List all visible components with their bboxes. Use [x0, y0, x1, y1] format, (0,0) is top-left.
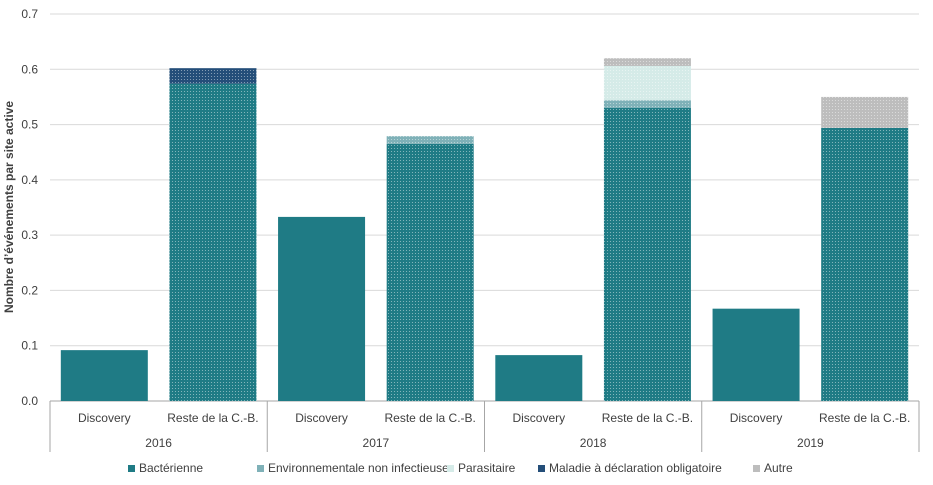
bar-segment [603, 100, 691, 108]
x-category-label: Reste de la C.-B. [167, 411, 258, 425]
bar-segment [169, 83, 257, 401]
bar-segment [169, 68, 257, 84]
bars [60, 58, 909, 401]
x-group-label: 2017 [363, 436, 390, 450]
bar-segment [712, 308, 800, 401]
legend-item: Environnementale non infectieuse [257, 461, 449, 475]
legend-swatch [753, 465, 760, 472]
legend-item: Maladie à déclaration obligatoire [538, 461, 722, 475]
x-axis: Discovery Reste de la C.-B. 2016 Discovery R… [49, 401, 920, 452]
legend: Bactérienne Environnementale non infectie… [128, 461, 793, 475]
x-category-label: Discovery [512, 411, 565, 425]
y-tick-label: 0.3 [21, 228, 38, 242]
x-category-label: Discovery [295, 411, 348, 425]
legend-swatch [447, 465, 454, 472]
legend-label: Parasitaire [458, 461, 516, 475]
x-category-label: Discovery [730, 411, 783, 425]
y-tick-label: 0.4 [21, 173, 38, 187]
x-group-label: 2018 [580, 436, 607, 450]
x-category-label: Reste de la C.-B. [385, 411, 476, 425]
y-tick-label: 0.6 [21, 62, 38, 76]
legend-item: Autre [753, 461, 793, 475]
x-category-label: Reste de la C.-B. [602, 411, 693, 425]
y-axis-ticks: 0.0 0.1 0.2 0.3 0.4 0.5 0.6 0.7 [21, 7, 38, 408]
x-group-label: 2019 [797, 436, 824, 450]
bar-segment [603, 58, 691, 66]
legend-swatch [128, 465, 135, 472]
bar-segment [603, 65, 691, 101]
legend-item: Parasitaire [447, 461, 516, 475]
legend-label: Bactérienne [139, 461, 203, 475]
y-tick-label: 0.5 [21, 118, 38, 132]
legend-swatch [538, 465, 545, 472]
x-category-label: Reste de la C.-B. [819, 411, 910, 425]
y-tick-label: 0.7 [21, 7, 38, 21]
bar-segment [386, 136, 474, 144]
y-tick-label: 0.2 [21, 283, 38, 297]
x-category-label: Discovery [78, 411, 131, 425]
bar-segment [821, 127, 909, 401]
bar-segment [821, 96, 909, 128]
legend-label: Autre [764, 461, 793, 475]
x-group-label: 2016 [145, 436, 172, 450]
bar-segment [603, 107, 691, 401]
legend-label: Maladie à déclaration obligatoire [549, 461, 722, 475]
bar-segment [495, 355, 583, 401]
y-tick-label: 0.0 [21, 394, 38, 408]
bar-segment [278, 216, 366, 401]
bar-segment [60, 350, 148, 401]
y-tick-label: 0.1 [21, 339, 38, 353]
legend-item: Bactérienne [128, 461, 203, 475]
y-axis-title: Nombre d’événements par site active [2, 101, 16, 313]
legend-swatch [257, 465, 264, 472]
bar-segment [386, 143, 474, 401]
legend-label: Environnementale non infectieuse [268, 461, 449, 475]
